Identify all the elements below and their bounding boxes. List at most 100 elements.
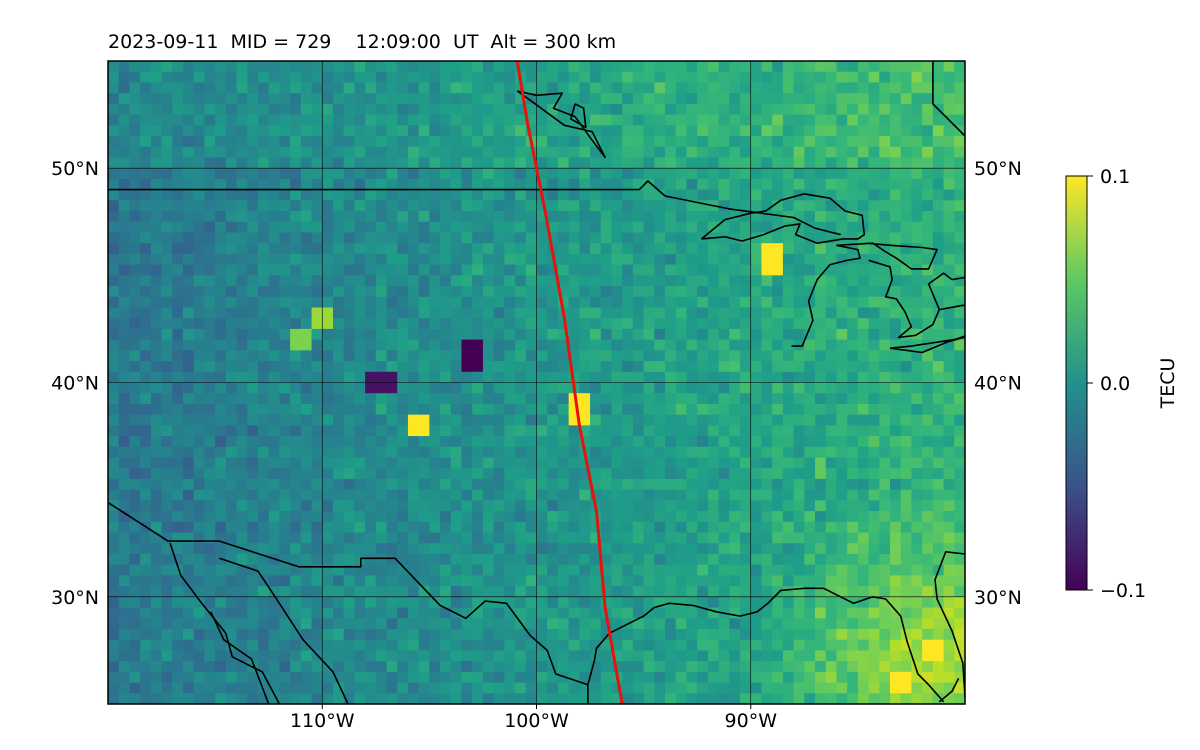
heatmap-cell	[943, 157, 955, 169]
heatmap-cell	[204, 361, 216, 373]
heatmap-cell	[900, 232, 913, 244]
heatmap-cell	[750, 318, 763, 330]
heatmap-cell	[311, 157, 323, 169]
heatmap-cell	[890, 243, 902, 255]
heatmap-cell	[815, 478, 827, 491]
heatmap-cell	[225, 564, 238, 576]
heatmap-cell	[225, 436, 238, 448]
heatmap-cell	[493, 607, 505, 619]
heatmap-cell	[215, 575, 227, 587]
coastline	[108, 180, 841, 236]
heatmap-cell	[954, 61, 965, 73]
heatmap-cell	[225, 553, 238, 566]
heatmap-cell	[622, 275, 634, 287]
heatmap-cell	[150, 211, 163, 223]
heatmap-cell	[204, 103, 216, 116]
heatmap-cell	[290, 296, 302, 309]
heatmap-cell	[150, 168, 163, 180]
heatmap-cell	[772, 661, 784, 673]
heatmap-cell	[172, 189, 184, 201]
heatmap-cell	[782, 328, 795, 341]
heatmap-cell	[311, 253, 323, 266]
heatmap-cell	[707, 425, 720, 437]
heatmap-cell	[740, 318, 752, 330]
heatmap-cell	[504, 382, 516, 394]
heatmap-cell	[729, 468, 741, 480]
heatmap-cell	[697, 596, 709, 609]
heatmap-cell	[472, 361, 484, 373]
heatmap-cell	[236, 189, 248, 201]
heatmap-cell	[600, 307, 613, 319]
heatmap-cell	[332, 361, 345, 373]
heatmap-cell	[407, 639, 420, 652]
heatmap-cell	[707, 339, 720, 351]
heatmap-cell	[332, 661, 345, 673]
heatmap-cell	[879, 114, 891, 126]
heatmap-cell	[429, 146, 441, 159]
heatmap-cell	[686, 532, 698, 544]
heatmap-cell	[450, 639, 463, 652]
heatmap-cell	[654, 436, 666, 448]
heatmap-cell	[322, 586, 334, 598]
heatmap-cell	[450, 232, 463, 244]
heatmap-cell	[804, 618, 816, 630]
heatmap-cell	[825, 328, 838, 341]
heatmap-cell	[504, 136, 516, 148]
heatmap-cell	[761, 307, 773, 319]
heatmap-cell	[772, 650, 784, 662]
heatmap-cell	[611, 125, 623, 137]
heatmap-cell	[547, 114, 559, 126]
heatmap-cell	[868, 146, 880, 159]
heatmap-cell	[707, 393, 720, 405]
heatmap-cell	[600, 200, 613, 212]
coastline	[889, 336, 965, 354]
heatmap-cell	[268, 296, 280, 309]
heatmap-cell	[225, 478, 238, 491]
coastline	[169, 543, 281, 704]
heatmap-cell	[686, 468, 698, 480]
heatmap-cell	[954, 532, 965, 544]
heatmap-cell	[622, 693, 634, 704]
heatmap-cell	[440, 650, 452, 662]
heatmap-cell	[129, 243, 141, 255]
heatmap-cell	[911, 361, 923, 373]
heatmap-cell	[343, 671, 355, 684]
heatmap-cell	[857, 286, 870, 298]
heatmap-cell	[322, 596, 334, 609]
heatmap-cell	[761, 478, 773, 491]
heatmap-cell	[300, 178, 313, 191]
heatmap-cell	[150, 457, 163, 469]
heatmap-cell	[268, 403, 280, 416]
heatmap-cell	[375, 232, 388, 244]
heatmap-cell	[879, 425, 891, 437]
heatmap-cell	[257, 243, 270, 255]
heatmap-cell	[108, 339, 120, 351]
heatmap-cell	[440, 232, 452, 244]
heatmap-cell	[215, 103, 227, 116]
heatmap-cell	[247, 553, 259, 566]
heatmap-cell	[761, 403, 773, 416]
heatmap-cell	[954, 457, 965, 469]
heatmap-cell	[729, 478, 741, 491]
heatmap-cell	[118, 82, 131, 94]
heatmap-cell	[911, 146, 923, 159]
heatmap-cell	[418, 350, 430, 362]
heatmap-cell	[215, 93, 227, 105]
heatmap-cell	[215, 114, 227, 126]
heatmap-cell	[911, 403, 923, 416]
heatmap-cell	[836, 114, 848, 126]
heatmap-cell	[772, 350, 784, 362]
heatmap-cell	[815, 243, 827, 255]
heatmap-cell	[622, 286, 634, 298]
heatmap-cell	[322, 511, 334, 523]
x-tick-label: 110°W	[290, 710, 355, 732]
heatmap-cell	[300, 168, 313, 180]
heatmap-cell	[579, 200, 591, 212]
heatmap-cell	[772, 339, 784, 351]
heatmap-cell	[257, 628, 270, 641]
heatmap-cell	[525, 693, 538, 704]
heatmap-cell	[622, 157, 634, 169]
heatmap-cell	[718, 500, 730, 512]
heatmap-cell	[868, 318, 880, 330]
heatmap-cell	[804, 93, 816, 105]
